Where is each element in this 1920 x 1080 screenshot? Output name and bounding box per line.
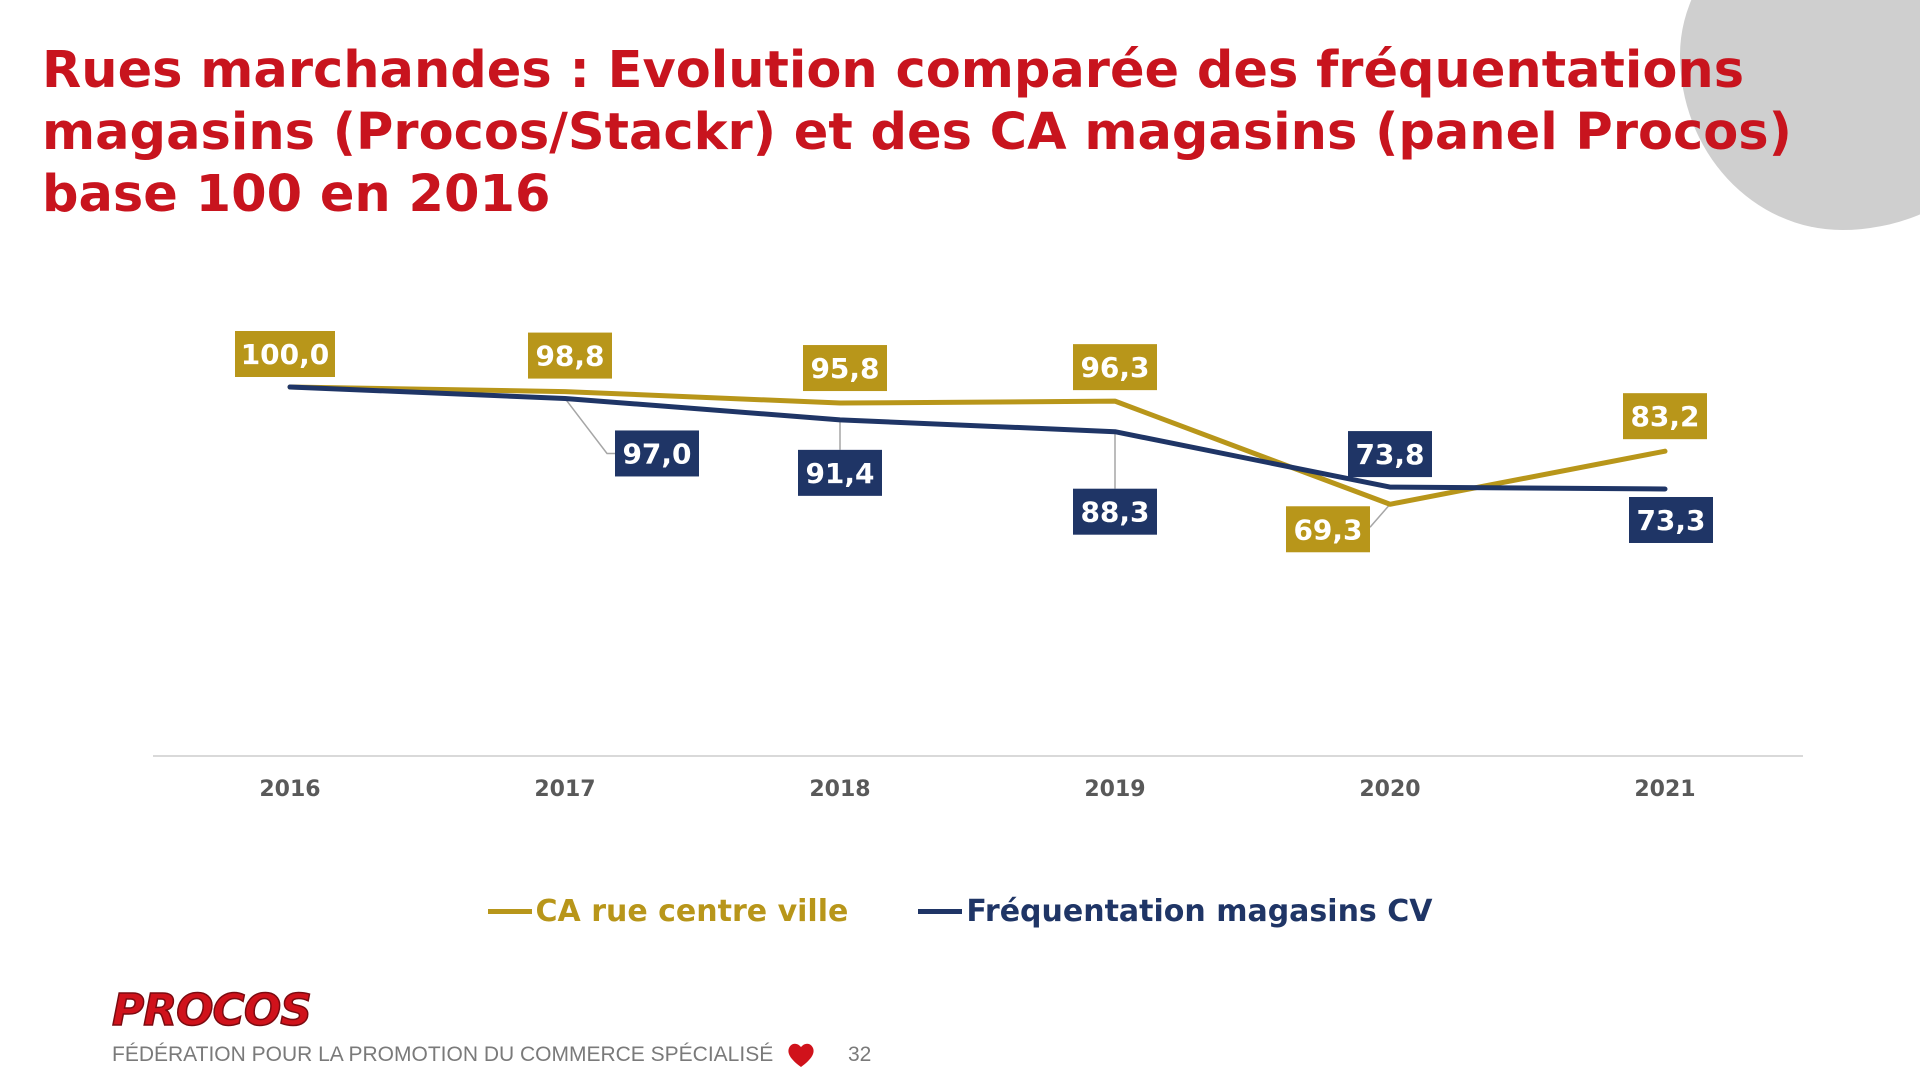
x-tick-label-2021: 2021	[1634, 777, 1695, 802]
data-label-ca-2020: 69,3	[1286, 506, 1370, 553]
leader-line	[564, 398, 615, 455]
leader-lines	[564, 398, 1391, 528]
data-label-box	[1073, 344, 1157, 391]
legend-swatch-frequentation	[918, 909, 963, 914]
data-label-text: 97,0	[622, 437, 691, 470]
data-label-text: 91,4	[805, 457, 874, 490]
series-line-ca	[287, 384, 1668, 507]
x-tick-label-2016: 2016	[259, 777, 320, 802]
data-label-box	[1623, 393, 1707, 440]
data-label-frequentation-2019: 88,3	[1073, 488, 1157, 535]
data-label-box	[1286, 506, 1370, 553]
data-label-box	[615, 430, 699, 477]
data-label-text: 73,3	[1636, 504, 1705, 537]
data-label-text: 95,8	[810, 352, 879, 385]
data-label-box	[1629, 496, 1713, 543]
data-label-ca-2016: 100,0	[235, 331, 335, 377]
series-lines	[287, 384, 1668, 507]
slide-title: Rues marchandes : Evolution comparée des…	[42, 40, 1792, 226]
data-labels: 100,0 98,8 95,8 96,3 69,3 83,2 97,0 91,4 88,3 73,…	[235, 331, 1713, 553]
x-tick-label-2019: 2019	[1084, 777, 1145, 802]
x-tick-label-2020: 2020	[1359, 777, 1420, 802]
data-label-text: 96,3	[1080, 351, 1149, 384]
title-line-3: base 100 en 2016	[42, 165, 551, 224]
series-line-frequentation	[287, 384, 1668, 492]
title-line-2: magasins (Procos/Stackr) et des CA magas…	[42, 103, 1792, 162]
data-label-box	[1348, 431, 1432, 478]
x-tick-label-2018: 2018	[809, 777, 870, 802]
legend-swatch-ca	[487, 909, 532, 914]
x-tick-label-2017: 2017	[534, 777, 595, 802]
title-line-1: Rues marchandes : Evolution comparée des…	[42, 41, 1745, 100]
data-label-box	[528, 332, 612, 379]
data-label-frequentation-2017: 97,0	[615, 430, 699, 477]
data-label-ca-2017: 98,8	[528, 332, 612, 379]
footer-tagline: FÉDÉRATION POUR LA PROMOTION DU COMMERCE…	[112, 1043, 774, 1066]
data-label-box	[1073, 488, 1157, 535]
data-label-text: 73,8	[1355, 438, 1424, 471]
x-tick-labels: 2016 2017 2018 2019 2020 2021	[259, 777, 1695, 802]
data-label-text: 100,0	[241, 338, 330, 371]
chart-legend: CA rue centre ville Fréquentation magasi…	[0, 894, 1920, 929]
leader-line	[1369, 503, 1391, 528]
legend-label-ca: CA rue centre ville	[535, 894, 849, 929]
data-label-text: 98,8	[535, 340, 604, 373]
data-label-ca-2021: 83,2	[1623, 393, 1707, 440]
heart-icon	[788, 1043, 814, 1067]
data-label-frequentation-2018: 91,4	[798, 449, 882, 496]
procos-logo: PROCOS	[111, 984, 312, 1037]
page-number: 32	[848, 1043, 872, 1066]
data-label-frequentation-2021: 73,3	[1629, 496, 1713, 543]
legend-item-frequentation: Fréquentation magasins CV	[918, 894, 1432, 929]
legend-item-ca: CA rue centre ville	[487, 894, 849, 929]
data-label-text: 88,3	[1080, 496, 1149, 529]
data-label-ca-2018: 95,8	[803, 345, 887, 392]
data-label-ca-2019: 96,3	[1073, 344, 1157, 391]
data-label-box	[798, 449, 882, 496]
data-label-text: 69,3	[1293, 513, 1362, 546]
data-label-box	[235, 331, 335, 377]
legend-label-frequentation: Fréquentation magasins CV	[966, 894, 1433, 929]
data-label-text: 83,2	[1630, 400, 1699, 433]
data-label-frequentation-2020: 73,8	[1348, 431, 1432, 478]
data-label-box	[803, 345, 887, 392]
